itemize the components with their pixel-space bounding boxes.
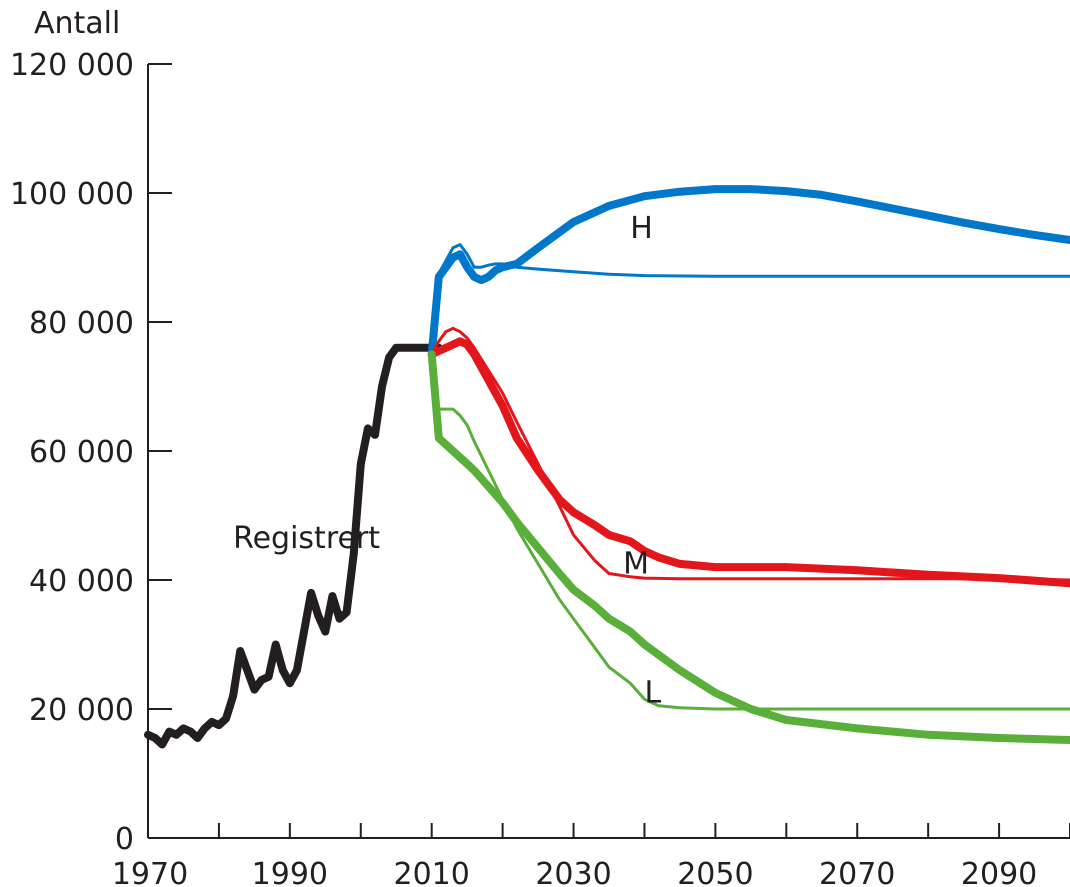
x-tick-label: 2010	[394, 857, 470, 887]
x-tick-label: 1970	[112, 857, 188, 887]
axes	[147, 63, 1070, 839]
annotation-label: H	[630, 211, 653, 246]
x-tick-label: 2050	[677, 857, 753, 887]
series-line-M-thick	[427, 337, 1070, 588]
tick-labels: 0 20 000 40 000 60 000 80 000 100 000 120 000 1…	[10, 48, 1037, 887]
y-tick-label: 40 000	[29, 564, 134, 599]
series-line-L-thick	[427, 350, 1070, 744]
series-line-L-thin	[430, 352, 1070, 711]
series-lines	[144, 185, 1070, 749]
series-line-M-thin	[430, 326, 1070, 582]
y-tick-label: 0	[115, 822, 134, 857]
annotation-label: L	[644, 676, 661, 711]
annotation-label: Registrert	[233, 521, 380, 556]
y-tick-label: 100 000	[10, 177, 134, 212]
x-tick-label: 1990	[252, 857, 328, 887]
x-tick-label: 2030	[535, 857, 611, 887]
x-tick-label: 2090	[961, 857, 1037, 887]
series-line-H-thick	[427, 185, 1070, 359]
y-axis-label: Antall	[34, 6, 120, 41]
annotation-label: M	[623, 547, 649, 582]
series-line-H-thin	[430, 243, 1070, 356]
x-tick-label: 2070	[819, 857, 895, 887]
annotations: Registrert H M L	[233, 211, 661, 710]
series-line-registrert	[144, 343, 443, 749]
y-tick-label: 80 000	[29, 306, 134, 341]
y-tick-label: 20 000	[29, 693, 134, 728]
y-tick-label: 120 000	[10, 48, 134, 83]
y-tick-label: 60 000	[29, 435, 134, 470]
